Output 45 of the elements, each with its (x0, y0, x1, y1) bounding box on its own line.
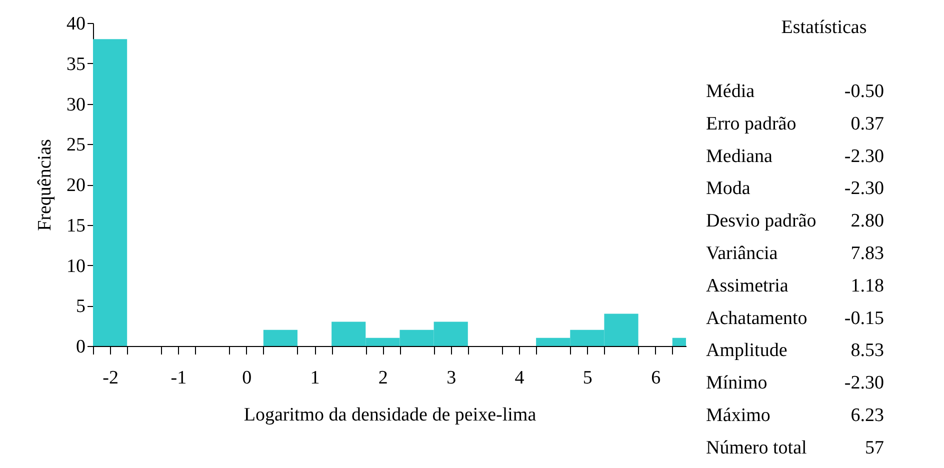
y-tick-label: 15 (66, 215, 86, 236)
y-tick-label: 35 (66, 54, 86, 75)
y-tick-label: 0 (76, 336, 86, 358)
text: 57 (865, 437, 884, 458)
y-tick-label: 10 (66, 256, 86, 277)
text: Máximo (706, 405, 770, 426)
text: Moda (706, 178, 751, 200)
text: Mínimo (706, 372, 768, 394)
text: -2.30 (844, 178, 884, 200)
y-tick-label: 20 (66, 175, 86, 196)
x-tick-label: -1 (170, 368, 187, 388)
text: Assimetria (706, 275, 789, 296)
y-tick-label: 40 (66, 14, 86, 34)
x-tick-label: 1 (310, 368, 320, 388)
text: -0.15 (844, 308, 884, 329)
text: Variância (706, 243, 778, 264)
text: -0.50 (844, 81, 884, 102)
text: -2.30 (844, 372, 884, 394)
text: 8.53 (850, 340, 884, 362)
x-tick-label: -2 (102, 368, 118, 388)
y-tick-label: 25 (66, 134, 86, 156)
x-tick-label: 2 (378, 368, 388, 388)
text: 0.37 (850, 113, 884, 134)
x-axis-title: Logaritmo da densidade de peixe-lima (244, 404, 537, 426)
text: Número total (706, 437, 807, 458)
text: 2.80 (850, 210, 884, 232)
text: Erro padrão (706, 113, 796, 134)
x-tick-label: 3 (446, 368, 456, 388)
x-tick-label: 4 (514, 368, 525, 388)
y-axis-title: Frequências (34, 139, 56, 231)
text: Desvio padrão (706, 210, 816, 232)
text: Achatamento (706, 308, 808, 329)
x-tick-label: 5 (582, 368, 592, 388)
text: -2.30 (844, 146, 884, 167)
text: 6.23 (850, 405, 884, 426)
text: 7.83 (850, 243, 884, 264)
text: Mediana (706, 146, 774, 167)
text: 1.18 (850, 275, 884, 296)
x-tick-label: 6 (651, 368, 661, 388)
x-tick-label: 0 (242, 368, 252, 388)
text: Estatísticas (781, 17, 867, 38)
y-tick-label: 5 (76, 296, 86, 318)
y-tick-label: 30 (66, 94, 86, 116)
text: Amplitude (706, 340, 788, 362)
text: Média (706, 81, 756, 102)
